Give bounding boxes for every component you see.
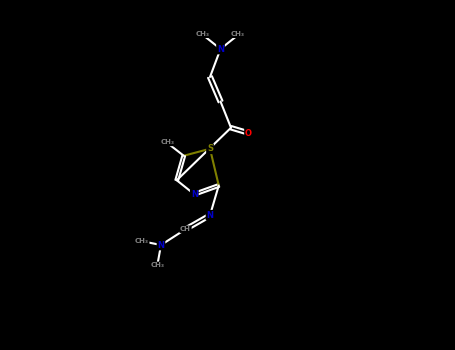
Text: S: S <box>207 144 213 153</box>
Text: N: N <box>207 211 213 220</box>
Text: CH₃: CH₃ <box>196 31 210 37</box>
Text: CH₃: CH₃ <box>135 238 149 244</box>
Text: N: N <box>217 44 224 54</box>
Text: CH₃: CH₃ <box>231 31 245 37</box>
Text: CH₃: CH₃ <box>151 262 165 268</box>
Text: CH: CH <box>180 226 191 232</box>
Text: N: N <box>191 190 198 199</box>
Text: CH₃: CH₃ <box>161 139 175 146</box>
Text: N: N <box>157 240 165 250</box>
Text: O: O <box>245 128 252 138</box>
